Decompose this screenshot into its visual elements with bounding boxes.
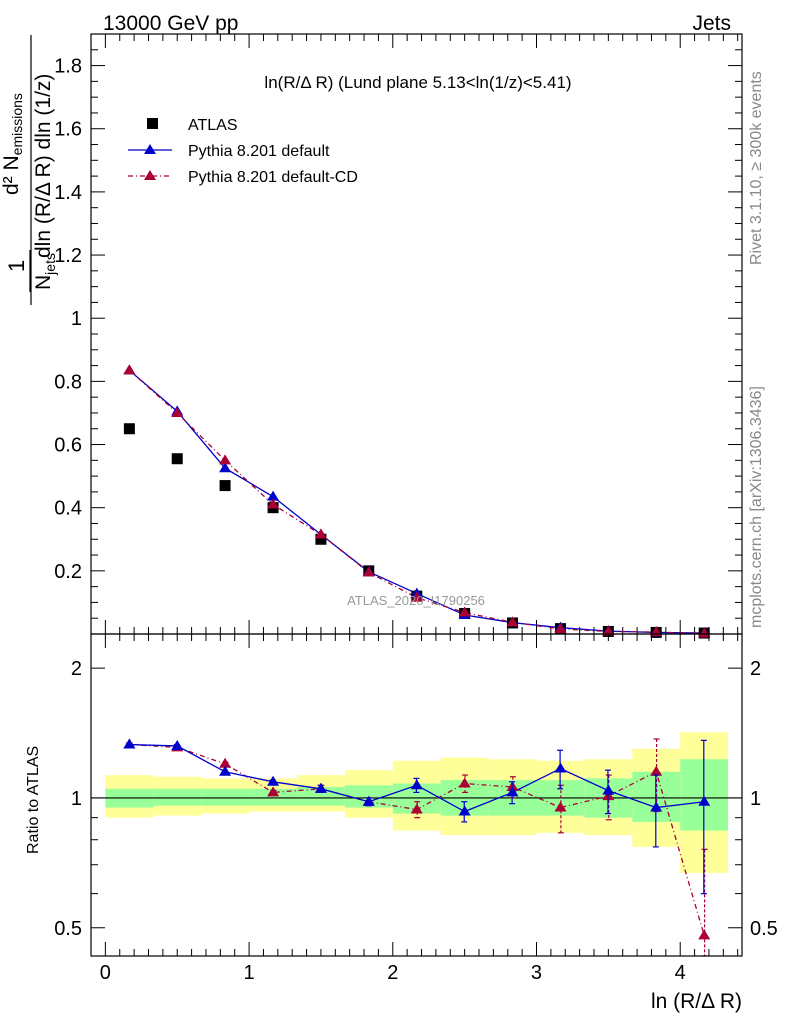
legend-pythia-cd-marker bbox=[144, 170, 156, 180]
header-right: Jets bbox=[692, 12, 731, 35]
ylabel-denominator: dln (R/Δ R) dln (1/z) bbox=[32, 74, 55, 258]
main-point-atlas bbox=[219, 480, 231, 492]
legend: ATLAS Pythia 8.201 default Pythia 8.201 … bbox=[128, 117, 358, 186]
ratio-point-pythia-cd bbox=[650, 765, 663, 776]
main-point-pythia-cd bbox=[602, 625, 615, 636]
ylabel-njets: Njets bbox=[32, 253, 58, 290]
ratio-band-inner bbox=[249, 788, 297, 806]
main-point-pythia-cd bbox=[554, 622, 567, 633]
ratio-data-marks bbox=[123, 738, 711, 957]
main-ytick-label: 1.6 bbox=[54, 119, 82, 141]
ratio-xtick-label: 3 bbox=[531, 962, 542, 984]
main-ytick-label: 0.8 bbox=[54, 371, 82, 393]
legend-pythia-default-marker bbox=[144, 144, 156, 154]
ylabel-njets-sub: jets bbox=[42, 253, 58, 276]
main-point-pythia-cd bbox=[458, 606, 471, 617]
main-point-pythia-cd bbox=[267, 498, 280, 509]
main-ytick-label: 1 bbox=[71, 308, 82, 330]
ratio-point-pythia-cd bbox=[267, 786, 280, 797]
main-panel: 0.2 0.4 0.6 0.8 1 1.2 1.4 1.6 1.8 ATLAS_2020_I17… bbox=[0, 33, 743, 639]
xlabel: ln (R/Δ R) bbox=[651, 990, 742, 1013]
rivet-label: Rivet 3.1.10, ≥ 300k events bbox=[748, 71, 765, 265]
ratio-point-pythia-cd bbox=[219, 757, 232, 768]
plot-title: ln(R/Δ R) (Lund plane 5.13<ln(1/z)<5.41) bbox=[264, 73, 571, 92]
ratio-point-pythia-default bbox=[506, 786, 519, 797]
main-point-pythia-cd bbox=[123, 364, 136, 375]
ratio-xtick-label: 0 bbox=[100, 962, 111, 984]
ratio-point-pythia-default bbox=[267, 775, 280, 786]
main-point-atlas bbox=[315, 533, 327, 545]
ratio-point-pythia-default bbox=[602, 784, 615, 795]
main-data-marks bbox=[123, 364, 711, 639]
ratio-point-pythia-cd bbox=[410, 803, 423, 814]
ratio-ytick-label-right: 0.5 bbox=[750, 918, 778, 940]
legend-atlas-label: ATLAS bbox=[188, 117, 238, 134]
ratio-point-pythia-default bbox=[650, 801, 663, 812]
main-point-pythia-cd bbox=[362, 566, 375, 577]
ratio-ytick-label-right: 1 bbox=[750, 788, 761, 810]
ratio-xtick-label: 1 bbox=[244, 962, 255, 984]
ratio-point-pythia-default bbox=[314, 782, 327, 793]
main-ytick-label: 1.8 bbox=[54, 56, 82, 78]
ratio-point-pythia-default bbox=[698, 795, 711, 806]
main-ytick-label: 0.6 bbox=[54, 435, 82, 457]
main-point-pythia-default bbox=[219, 462, 232, 473]
main-ylabel: 1 Njets dln (R/Δ R) dln (1/z) d² Nemissi… bbox=[0, 35, 58, 305]
main-ytick-label: 0.4 bbox=[54, 498, 82, 520]
watermark: ATLAS_2020_I1790256 bbox=[347, 593, 485, 608]
main-point-pythia-cd bbox=[171, 406, 184, 417]
legend-pythia-default-label: Pythia 8.201 default bbox=[188, 143, 330, 160]
ratio-band-inner bbox=[153, 788, 202, 806]
ratio-ytick-label: 1 bbox=[71, 788, 82, 810]
ratio-point-pythia-default bbox=[362, 795, 375, 806]
main-point-pythia-cd bbox=[410, 591, 423, 602]
main-ytick-label: 1.4 bbox=[54, 182, 82, 204]
legend-pythia-cd-label: Pythia 8.201 default-CD bbox=[188, 169, 358, 186]
main-point-pythia-default bbox=[267, 490, 280, 501]
ratio-xtick-label: 4 bbox=[675, 962, 686, 984]
ratio-frame bbox=[90, 633, 743, 957]
ratio-point-pythia-cd bbox=[554, 801, 567, 812]
main-point-pythia-cd bbox=[219, 454, 232, 465]
ratio-ytick-label: 2 bbox=[71, 658, 82, 680]
ratio-point-pythia-default bbox=[410, 779, 423, 790]
ratio-band-inner bbox=[201, 788, 250, 806]
main-point-pythia-cd bbox=[506, 616, 519, 627]
ratio-point-pythia-default bbox=[171, 739, 184, 750]
main-point-pythia-cd bbox=[698, 627, 711, 638]
header-left: 13000 GeV pp bbox=[103, 12, 238, 35]
ylabel-prefix: 1 bbox=[4, 260, 29, 272]
ratio-point-pythia-default bbox=[554, 762, 567, 773]
ratio-point-pythia-default bbox=[458, 805, 471, 816]
ratio-point-pythia-cd bbox=[458, 777, 471, 788]
ratio-ytick-label-right: 2 bbox=[750, 658, 761, 680]
main-ytick-label: 1.2 bbox=[54, 245, 82, 267]
ratio-xtick-label: 2 bbox=[387, 962, 398, 984]
ylabel-numerator: d² Nemissions bbox=[0, 93, 25, 195]
main-point-atlas bbox=[123, 423, 135, 435]
ratio-ylabel: Ratio to ATLAS bbox=[25, 746, 42, 854]
ylabel-numerator-sub: emissions bbox=[9, 93, 25, 155]
ratio-axis-ticks: 0.5 0.5 1 1 2 2 0 1 2 3 4 bbox=[54, 634, 778, 984]
mcplots-label: mcplots.cern.ch [arXiv:1306.3436] bbox=[748, 386, 765, 628]
legend-atlas-marker bbox=[147, 118, 158, 129]
ratio-panel: 0.5 0.5 1 1 2 2 0 1 2 3 4 Ratio to ATLAS ln (R/Δ R… bbox=[25, 633, 778, 1013]
ratio-point-pythia-cd bbox=[698, 929, 711, 940]
ratio-point-pythia-default bbox=[123, 738, 136, 749]
ratio-point-pythia-default bbox=[219, 765, 232, 776]
main-point-atlas bbox=[171, 453, 183, 465]
main-point-pythia-cd bbox=[314, 528, 327, 539]
main-ytick-label: 0.2 bbox=[54, 561, 82, 583]
ratio-ytick-label: 0.5 bbox=[54, 918, 82, 940]
